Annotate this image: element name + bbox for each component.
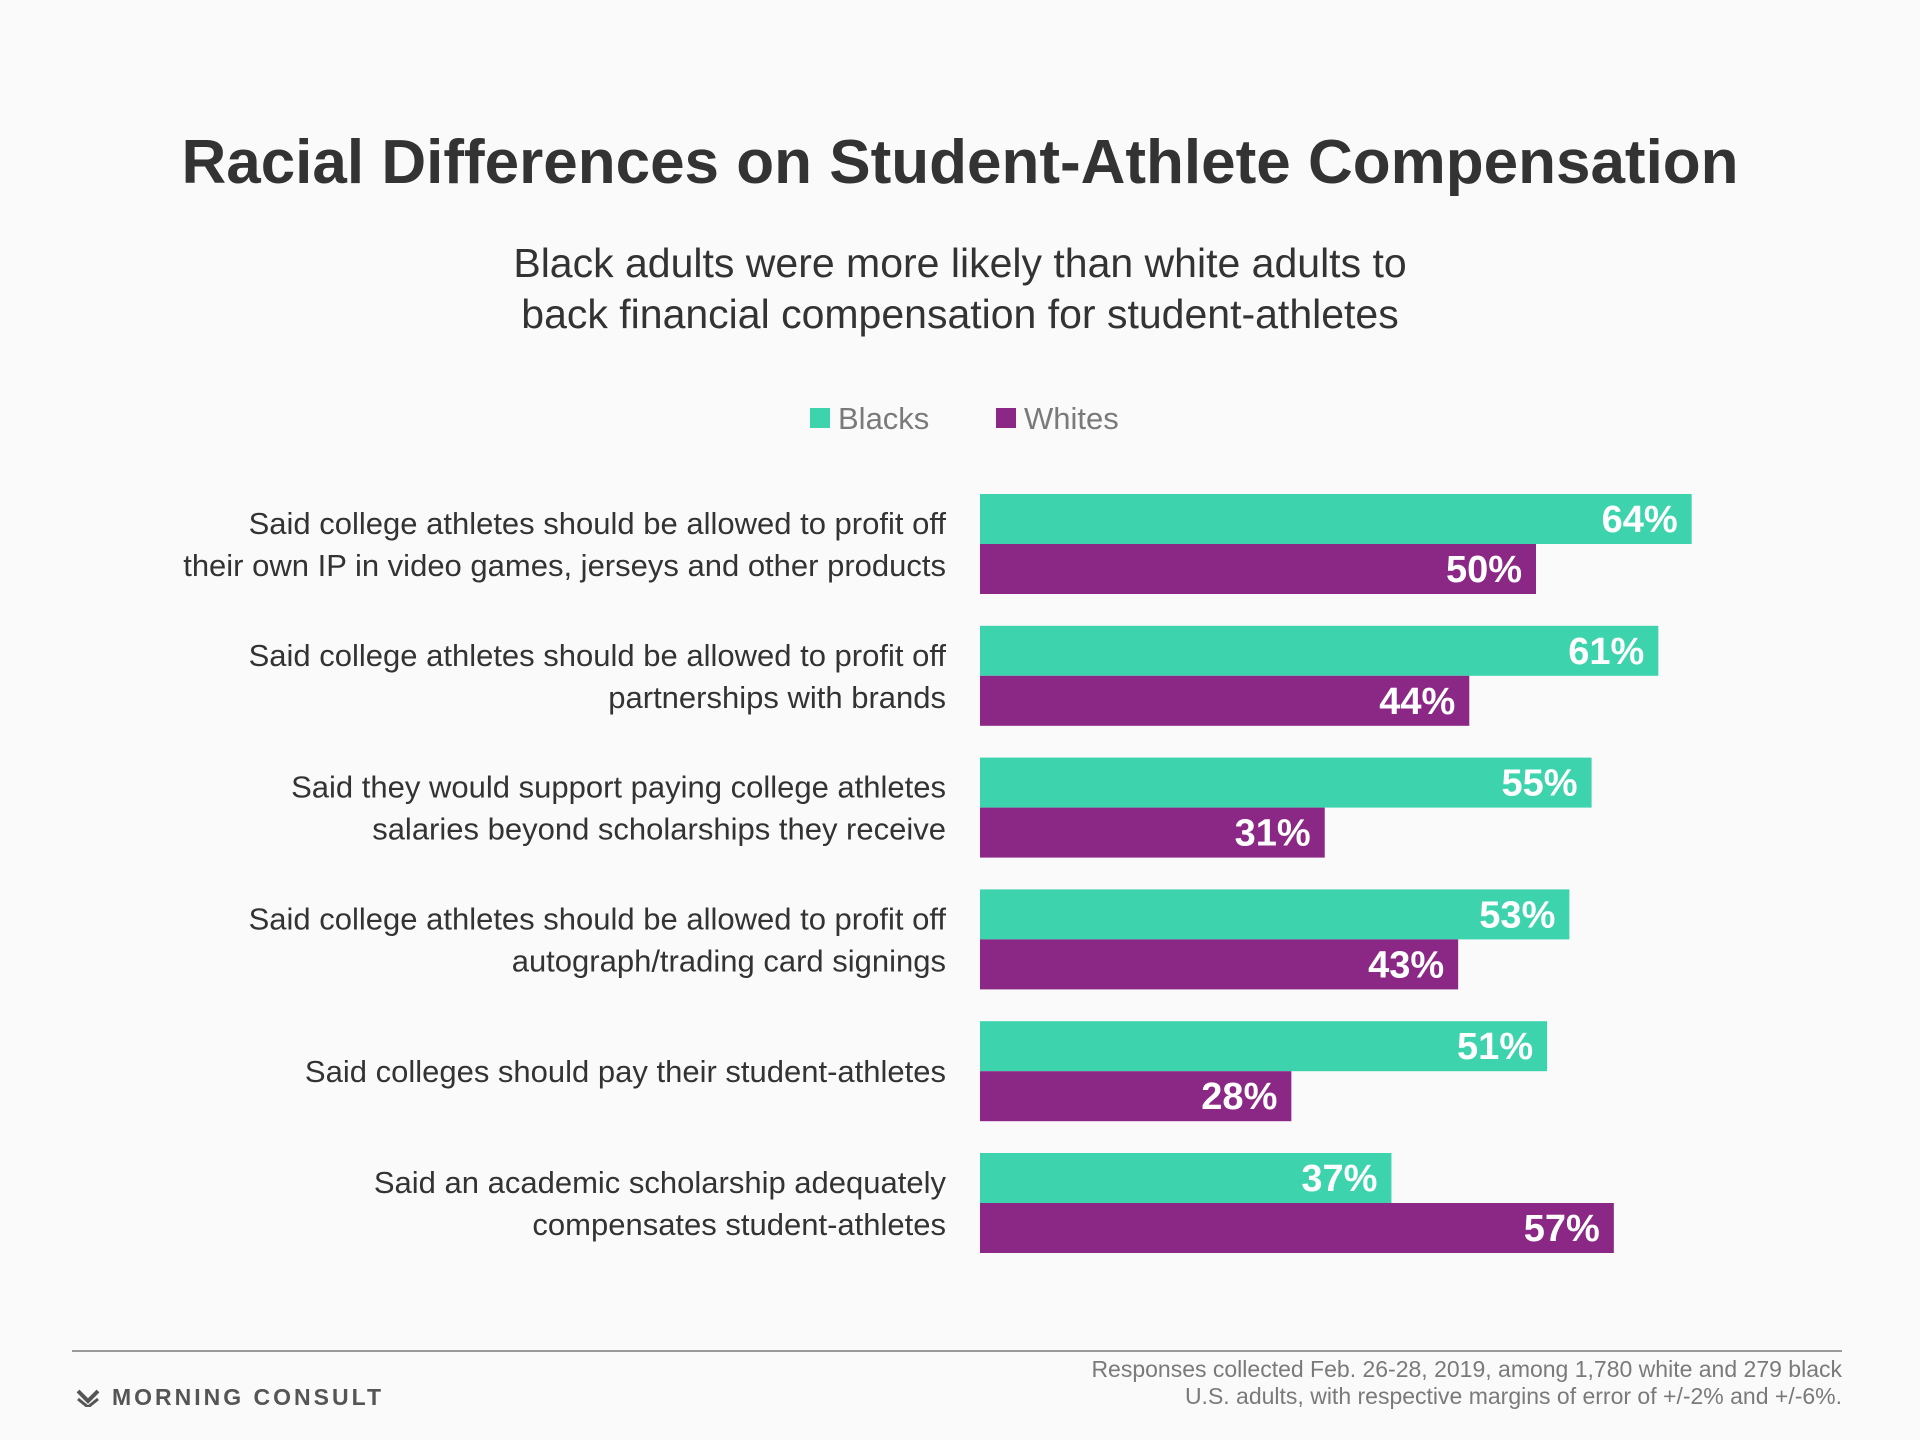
category-label: Said an academic scholarship adequately <box>374 1165 947 1200</box>
legend-item-whites: Whites <box>996 397 1119 441</box>
data-label-blacks: 53% <box>1479 894 1555 936</box>
bar-blacks <box>980 625 1659 676</box>
data-label-blacks: 64% <box>1602 499 1678 541</box>
bar-blacks <box>980 757 1592 808</box>
bar-whites <box>980 1071 1292 1122</box>
subtitle-line-1: Black adults were more likely than white… <box>513 240 1407 286</box>
subtitle-line-2: back financial compensation for student-… <box>521 291 1399 337</box>
source-note-line-1: Responses collected Feb. 26-28, 2019, am… <box>1091 1356 1842 1382</box>
brand-name: MORNING CONSULT <box>112 1384 385 1410</box>
data-label-whites: 57% <box>1524 1208 1600 1250</box>
data-label-whites: 44% <box>1379 681 1455 723</box>
bar-blacks <box>980 889 1570 940</box>
bar-blacks <box>980 1153 1392 1203</box>
category-label: partnerships with brands <box>608 680 946 715</box>
bar-whites <box>980 1203 1614 1253</box>
category-label: compensates student-athletes <box>532 1207 946 1242</box>
category-label: their own IP in video games, jerseys and… <box>183 548 946 583</box>
chart-title: Racial Differences on Student-Athlete Co… <box>181 128 1739 197</box>
chart-legend: Blacks Whites <box>0 397 1920 441</box>
source-note: Responses collected Feb. 26-28, 2019, am… <box>1091 1356 1842 1410</box>
morning-consult-logo-icon <box>76 1389 100 1407</box>
data-label-whites: 31% <box>1235 813 1311 855</box>
data-label-whites: 43% <box>1368 944 1444 986</box>
legend-item-blacks: Blacks <box>810 397 929 441</box>
bar-whites <box>980 544 1536 594</box>
data-label-blacks: 55% <box>1502 763 1578 805</box>
data-label-whites: 50% <box>1446 549 1522 591</box>
source-note-line-2: U.S. adults, with respective margins of … <box>1184 1383 1842 1409</box>
category-label: Said college athletes should be allowed … <box>249 506 947 541</box>
bar-whites <box>980 807 1325 858</box>
category-label: salaries beyond scholarships they receiv… <box>372 812 946 847</box>
chart-subtitle: Black adults were more likely than white… <box>0 238 1920 340</box>
category-label: Said colleges should pay their student-a… <box>305 1054 946 1089</box>
data-label-blacks: 37% <box>1301 1158 1377 1200</box>
legend-swatch-whites <box>996 407 1016 428</box>
bar-blacks <box>980 494 1692 544</box>
legend-label-whites: Whites <box>1024 401 1119 436</box>
category-label: Said college athletes should be allowed … <box>249 901 947 936</box>
bar-blacks <box>980 1021 1548 1072</box>
brand-logo: MORNING CONSULT <box>76 1382 384 1412</box>
bar-whites <box>980 675 1470 726</box>
bar-whites <box>980 939 1459 990</box>
legend-swatch-blacks <box>810 407 830 428</box>
legend-label-blacks: Blacks <box>838 401 930 436</box>
data-label-blacks: 61% <box>1568 631 1644 673</box>
footer-divider <box>72 1350 1842 1352</box>
category-label: Said they would support paying college a… <box>291 770 946 805</box>
data-label-whites: 28% <box>1201 1076 1277 1118</box>
category-label: autograph/trading card signings <box>512 943 946 978</box>
category-label: Said college athletes should be allowed … <box>249 638 947 673</box>
data-label-blacks: 51% <box>1457 1026 1533 1068</box>
